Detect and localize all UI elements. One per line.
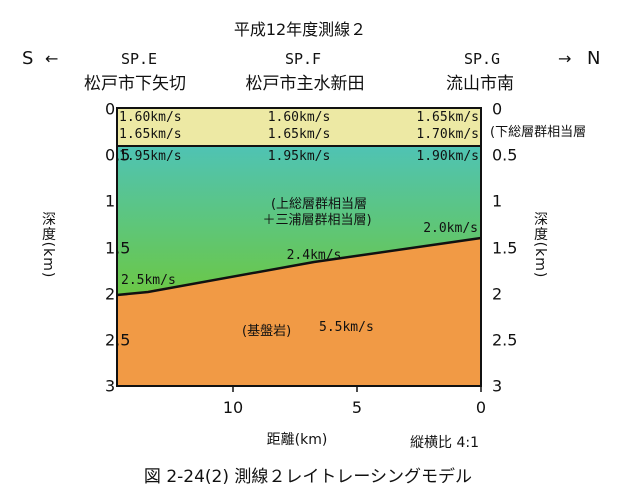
depth-tick-left: 3: [105, 376, 116, 396]
velocity-label: 2.5km/s: [121, 273, 176, 288]
velocity-label: 2.4km/s: [286, 248, 342, 263]
velocity-label: 1.65km/s: [416, 110, 479, 125]
top-layer-note: (下総層群相当層: [490, 125, 587, 140]
velocity-label: 1.70km/s: [416, 127, 479, 142]
depth-tick-left: 2.5: [105, 330, 131, 350]
depth-axis-label-right: 深度(km): [532, 211, 548, 279]
velocity-label: 1.60km/s: [119, 110, 182, 125]
top-layer: [117, 108, 481, 146]
velocity-label: 1.60km/s: [267, 110, 331, 125]
distance-tick: 10: [222, 398, 244, 417]
basement-layer: [117, 238, 481, 386]
middle-layer-note-1: (上総層群相当層: [270, 197, 368, 212]
station-id-sp-e: SP.E: [120, 50, 158, 68]
middle-layer-note-2: ＋三浦層群相当層): [262, 213, 372, 228]
depth-tick-right: 3: [492, 376, 503, 396]
depth-tick-left: 0: [105, 99, 116, 119]
station-id-sp-g: SP.G: [463, 50, 501, 68]
velocity-label: 1.95km/s: [267, 149, 331, 164]
depth-tick-left: 1.5: [105, 238, 131, 258]
velocity-label: 1.65km/s: [267, 127, 331, 142]
velocity-label: 5.5km/s: [319, 320, 374, 335]
velocity-label: 1.90km/s: [416, 149, 479, 164]
depth-tick-right: 0.5: [492, 145, 518, 165]
station-location-sp-f: 松戸市主水新田: [245, 74, 365, 94]
velocity-label: 1.95km/s: [119, 149, 182, 164]
north-arrow-icon: →: [558, 49, 572, 68]
depth-tick-right: 1.5: [492, 238, 518, 258]
distance-tick: 5: [351, 398, 363, 417]
station-id-sp-f: SP.F: [284, 50, 322, 68]
distance-tick: 0: [475, 398, 487, 417]
depth-tick-left: 1: [105, 191, 116, 211]
north-label: N: [587, 48, 601, 69]
depth-tick-right: 0: [492, 99, 503, 119]
depth-tick-right: 2: [492, 284, 503, 304]
depth-tick-right: 2.5: [492, 330, 518, 350]
depth-tick-left: 2: [105, 284, 116, 304]
figure-title: 平成12年度測線２: [233, 20, 367, 39]
depth-tick-right: 1: [492, 191, 503, 211]
figure-caption: 図 2-24(2) 測線２レイトレーシングモデル: [143, 467, 473, 487]
velocity-label: 1.65km/s: [119, 127, 182, 142]
south-label: S: [22, 48, 34, 69]
depth-axis-label-left: 深度(km): [40, 211, 56, 279]
station-location-sp-e: 松戸市下矢切: [84, 74, 186, 94]
depth-tick-left: 0.5: [105, 145, 131, 165]
velocity-label: 2.0km/s: [423, 221, 478, 236]
south-arrow-icon: ←: [45, 49, 59, 68]
plot-frame: [116, 107, 482, 387]
basement-note: (基盤岩): [242, 324, 292, 339]
scale-ratio: 縦横比 4:1: [410, 435, 479, 451]
distance-axis-label: 距離(km): [266, 432, 328, 448]
station-location-sp-g: 流山市南: [446, 74, 514, 94]
basement-boundary: [116, 236, 482, 297]
